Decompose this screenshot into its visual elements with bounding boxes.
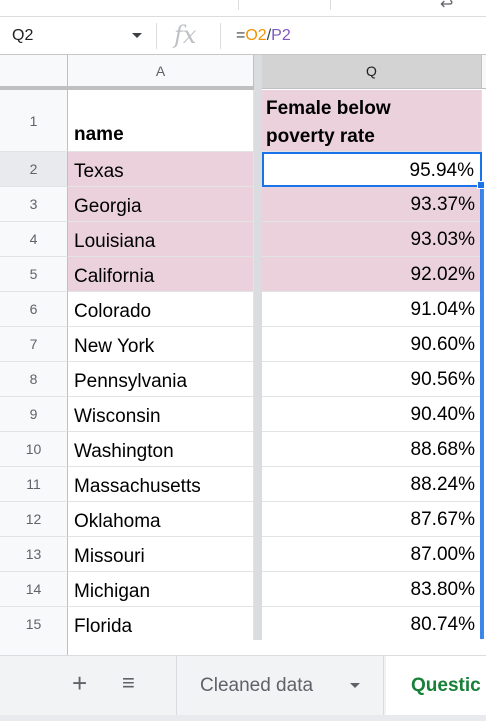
fill-handle[interactable] — [477, 181, 485, 189]
all-sheets-icon[interactable]: ≡ — [122, 670, 135, 695]
cell-value[interactable]: 87.67% — [262, 502, 482, 537]
header-line: poverty rate — [266, 126, 375, 147]
formula-ref-o2: O2 — [245, 27, 267, 44]
column-header-q[interactable]: Q — [262, 55, 482, 88]
table-row: 13 Missouri 87.00% — [0, 537, 486, 572]
header-cell-female-poverty[interactable]: Female below poverty rate — [262, 90, 482, 152]
table-row: 12 Oklahoma 87.67% — [0, 502, 486, 537]
cell-name[interactable]: California — [68, 257, 254, 292]
row-number[interactable]: 14 — [0, 572, 68, 607]
formula-ref-p2: P2 — [271, 27, 291, 44]
formula-input[interactable]: =O2/P2 — [236, 27, 291, 45]
header-cell-name[interactable]: name — [68, 90, 254, 152]
toolbar-divider — [330, 0, 331, 10]
row-number[interactable]: 6 — [0, 292, 68, 327]
cell-name[interactable]: Colorado — [68, 292, 254, 327]
cell-value[interactable]: 90.60% — [262, 327, 482, 362]
cell-value[interactable]: 83.80% — [262, 572, 482, 607]
row-number[interactable]: 3 — [0, 187, 68, 222]
formula-operator: / — [266, 27, 272, 44]
row-number[interactable]: 15 — [0, 607, 68, 642]
row-number[interactable]: 5 — [0, 257, 68, 292]
name-box[interactable]: Q2 — [12, 27, 34, 44]
cell-value[interactable]: 80.74% — [262, 607, 482, 642]
cell-name[interactable]: Georgia — [68, 187, 254, 222]
cell-name[interactable]: Massachusetts — [68, 467, 254, 502]
sheet-tab-bar: + ≡ Cleaned data Questic — [0, 655, 486, 721]
table-row: 10 Washington 88.68% — [0, 432, 486, 467]
table-row-header: 1 name Female below poverty rate — [0, 90, 486, 152]
cell-value[interactable]: 90.56% — [262, 362, 482, 397]
row-number[interactable]: 13 — [0, 537, 68, 572]
cell-name[interactable]: Washington — [68, 432, 254, 467]
bottom-strip — [0, 715, 486, 721]
tab-label: Cleaned data — [200, 675, 314, 696]
row-number[interactable]: 12 — [0, 502, 68, 537]
name-box-dropdown-icon[interactable] — [132, 33, 142, 38]
cell-value[interactable]: 90.40% — [262, 397, 482, 432]
frozen-column-divider[interactable] — [254, 55, 262, 655]
selection-column-edge — [480, 189, 484, 639]
table-row: 3 Georgia 93.37% — [0, 187, 486, 222]
cell-name[interactable]: Wisconsin — [68, 397, 254, 432]
tab-menu-chevron-down-icon[interactable] — [350, 683, 360, 688]
toolbar-strip: ↩ — [0, 0, 486, 17]
formula-equals: = — [236, 27, 246, 44]
table-row: 11 Massachusetts 88.24% — [0, 467, 486, 502]
cell-name[interactable]: Louisiana — [68, 222, 254, 257]
collapse-arrow-icon[interactable]: ↩ — [440, 0, 454, 13]
row-number[interactable]: 1 — [0, 90, 68, 152]
formula-bar: Q2 fx =O2/P2 — [0, 17, 486, 55]
grid-empty-area — [0, 640, 486, 655]
table-row: 2 Texas 95.94% — [0, 152, 486, 187]
row-number[interactable]: 11 — [0, 467, 68, 502]
cell-value[interactable]: 91.04% — [262, 292, 482, 327]
column-header-a[interactable]: A — [68, 55, 254, 88]
fx-icon: fx — [174, 21, 197, 49]
table-row: 14 Michigan 83.80% — [0, 572, 486, 607]
header-line: Female below — [266, 98, 391, 119]
toolbar-divider — [238, 0, 239, 10]
column-header-row: A Q — [0, 55, 486, 89]
add-sheet-icon[interactable]: + — [72, 668, 88, 698]
cell-name[interactable]: Texas — [68, 152, 254, 187]
cell-name[interactable]: Missouri — [68, 537, 254, 572]
tab-question[interactable]: Questic — [386, 656, 486, 716]
cell-value[interactable]: 87.00% — [262, 537, 482, 572]
cell-name[interactable]: Florida — [68, 607, 254, 642]
formula-divider — [156, 23, 157, 49]
table-row: 7 New York 90.60% — [0, 327, 486, 362]
formula-divider — [220, 23, 221, 49]
table-row: 9 Wisconsin 90.40% — [0, 397, 486, 432]
cell-name[interactable]: Pennsylvania — [68, 362, 254, 397]
row-number[interactable]: 10 — [0, 432, 68, 467]
cell-value[interactable]: 92.02% — [262, 257, 482, 292]
cell-value[interactable]: 88.68% — [262, 432, 482, 467]
table-row: 4 Louisiana 93.03% — [0, 222, 486, 257]
cell-value-selected[interactable]: 95.94% — [262, 152, 482, 187]
cell-value[interactable]: 93.03% — [262, 222, 482, 257]
tab-cleaned-data[interactable]: Cleaned data — [176, 656, 384, 716]
cell-value[interactable]: 93.37% — [262, 187, 482, 222]
row-number[interactable]: 8 — [0, 362, 68, 397]
tab-label: Questic — [411, 675, 481, 696]
row-number[interactable]: 4 — [0, 222, 68, 257]
row-number[interactable]: 2 — [0, 152, 68, 187]
row-number[interactable]: 9 — [0, 397, 68, 432]
table-row: 5 California 92.02% — [0, 257, 486, 292]
table-row: 8 Pennsylvania 90.56% — [0, 362, 486, 397]
select-all-corner[interactable] — [0, 55, 68, 88]
table-row: 6 Colorado 91.04% — [0, 292, 486, 327]
row-number-empty — [0, 640, 68, 655]
cell-name[interactable]: Oklahoma — [68, 502, 254, 537]
cell-value[interactable]: 88.24% — [262, 467, 482, 502]
frozen-row-divider[interactable] — [0, 86, 254, 90]
table-row: 15 Florida 80.74% — [0, 607, 486, 642]
cell-name[interactable]: Michigan — [68, 572, 254, 607]
row-number[interactable]: 7 — [0, 327, 68, 362]
cell-name[interactable]: New York — [68, 327, 254, 362]
